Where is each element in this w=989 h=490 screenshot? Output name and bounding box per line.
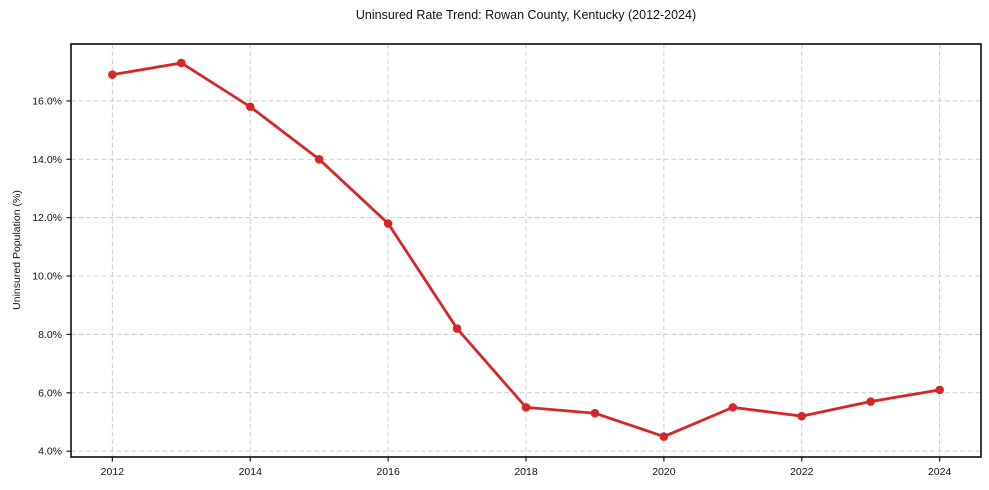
data-point-marker xyxy=(314,154,324,164)
x-tick-label: 2024 xyxy=(928,466,952,478)
data-point-marker xyxy=(866,397,875,406)
data-point-marker xyxy=(245,102,255,112)
data-point-marker xyxy=(797,411,807,421)
x-tick-label: 2022 xyxy=(790,466,814,478)
y-tick-label: 6.0% xyxy=(38,387,62,399)
x-tick-label: 2020 xyxy=(652,466,676,478)
y-tick-label: 4.0% xyxy=(38,446,62,458)
data-point-marker xyxy=(452,324,462,333)
x-tick-label: 2016 xyxy=(376,466,400,478)
x-tick-label: 2014 xyxy=(239,466,263,478)
y-tick-label: 10.0% xyxy=(32,271,62,283)
data-point-marker xyxy=(383,219,393,228)
y-tick-label: 8.0% xyxy=(38,329,62,341)
x-tick-label: 2012 xyxy=(101,466,125,478)
data-point-marker xyxy=(935,385,944,395)
y-tick-label: 16.0% xyxy=(32,95,62,107)
data-point-marker xyxy=(108,70,117,79)
y-tick-label: 12.0% xyxy=(32,212,62,224)
chart-title: Uninsured Rate Trend: Rowan County, Kent… xyxy=(355,8,697,22)
data-point-marker xyxy=(177,58,186,68)
data-point-marker xyxy=(521,403,531,412)
data-point-marker xyxy=(659,432,669,441)
x-tick-label: 2018 xyxy=(514,466,538,478)
data-point-marker xyxy=(590,408,600,418)
y-tick-label: 14.0% xyxy=(32,154,62,166)
data-point-marker xyxy=(728,403,738,412)
